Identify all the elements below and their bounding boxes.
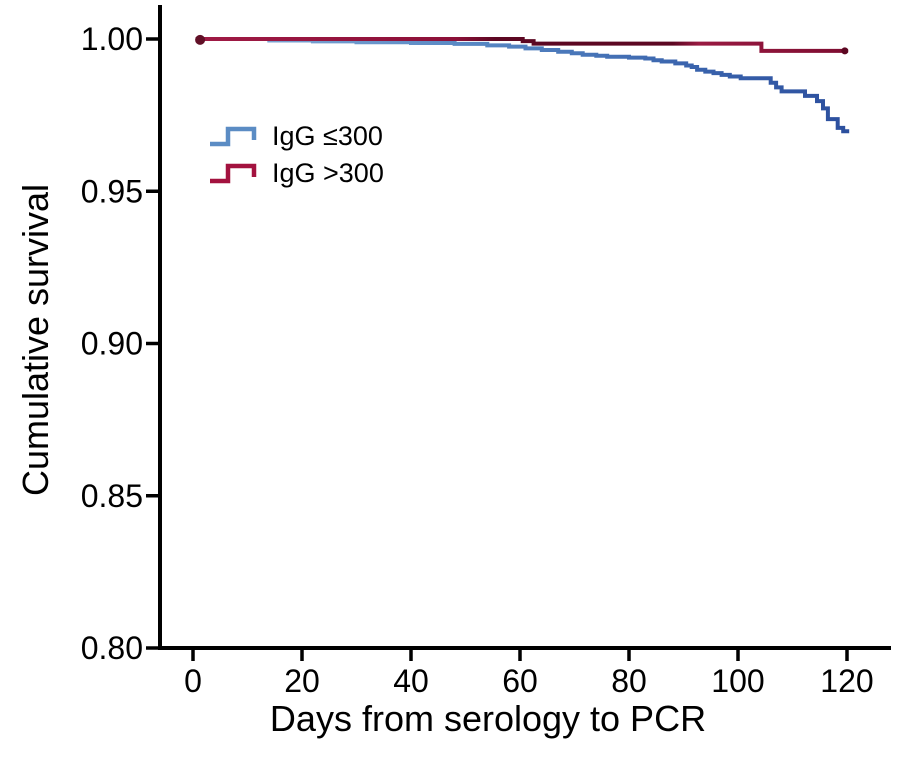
legend-step-line-blue	[210, 126, 257, 147]
x-tick-label-3: 60	[502, 663, 538, 699]
x-tick-label-2: 40	[393, 663, 429, 699]
x-tick-label-1: 20	[284, 663, 320, 699]
x-tick-label-4: 80	[611, 663, 647, 699]
legend-step-glyph-red	[210, 163, 257, 184]
y-axis-title: Cumulative survival	[15, 183, 56, 497]
y-tick-label-1: 0.95	[81, 173, 143, 209]
red-curve-end-dot	[841, 47, 849, 55]
y-tick-label-2: 0.90	[81, 326, 143, 362]
y-tick-label-3: 0.85	[81, 478, 143, 514]
x-tick-label-0: 0	[184, 663, 202, 699]
legend-label-igg-gt-300: IgG >300	[272, 157, 384, 188]
y-tick-label-0: 1.00	[81, 21, 143, 57]
curve-start-dot	[195, 34, 206, 45]
series-curve-0	[195, 37, 850, 134]
legend-step-glyph-blue	[210, 126, 257, 147]
x-axis-title: Days from serology to PCR	[269, 698, 707, 739]
x-tick-label-5: 100	[711, 663, 764, 699]
x-tick-label-6: 120	[820, 663, 873, 699]
series-curve-1	[195, 37, 849, 53]
legend: IgG ≤300 IgG >300	[208, 120, 384, 189]
legend-item-igg-le-300: IgG ≤300	[208, 120, 384, 152]
legend-item-igg-gt-300: IgG >300	[208, 157, 384, 189]
legend-step-line-red	[210, 163, 257, 184]
legend-label-igg-le-300: IgG ≤300	[272, 120, 383, 151]
y-tick-label-4: 0.80	[81, 630, 143, 666]
